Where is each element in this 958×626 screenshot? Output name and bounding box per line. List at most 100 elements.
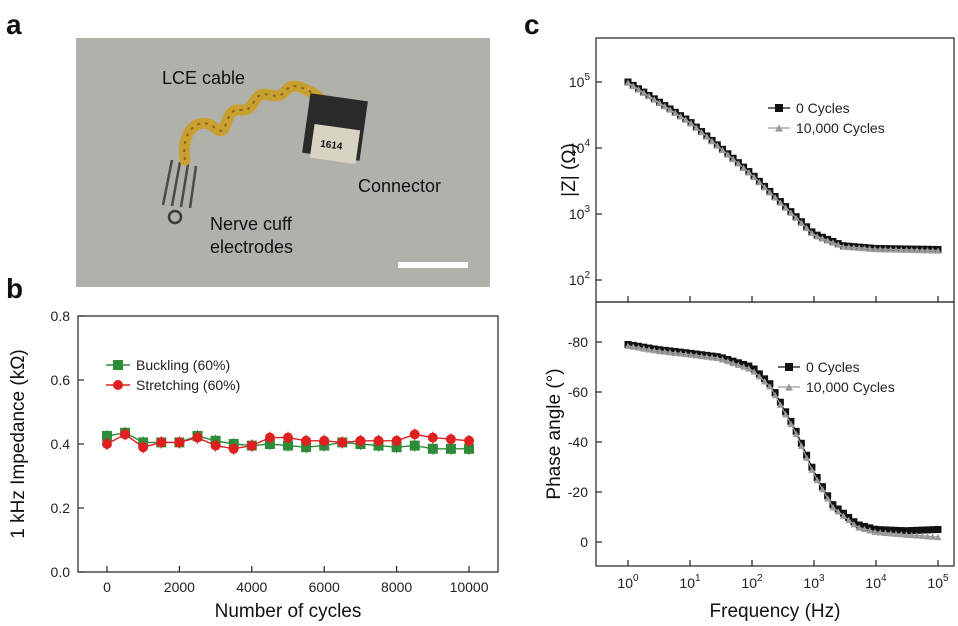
ct-data-point xyxy=(923,247,931,254)
nerve-cuff-ring xyxy=(167,209,183,225)
ct-data-point xyxy=(687,120,695,127)
cb-data-point xyxy=(818,485,826,493)
ct-series-layer xyxy=(624,78,942,254)
ct-data-point xyxy=(855,244,863,251)
cb-y-tick-label: -40 xyxy=(568,434,588,450)
cb-data-point xyxy=(792,430,800,437)
ct-data-point xyxy=(887,246,895,253)
cb-x-axis-label: Frequency (Hz) xyxy=(710,601,841,622)
ct-data-point xyxy=(698,128,706,136)
ct-data-point xyxy=(850,244,858,251)
ct-plot-frame xyxy=(595,37,955,303)
cb-data-point xyxy=(787,420,795,428)
ct-data-point xyxy=(713,142,721,149)
b-data-point xyxy=(264,432,275,443)
ct-data-point xyxy=(629,82,637,90)
nerve-cuff-label-line1: Nerve cuff xyxy=(210,214,293,234)
ct-data-point xyxy=(640,89,648,96)
cb-x-tick-label: 103 xyxy=(803,573,825,591)
b-legend: Buckling (60%) Stretching (60%) xyxy=(106,357,240,393)
ct-data-point xyxy=(677,113,685,120)
b-data-point xyxy=(283,440,293,451)
b-data-point xyxy=(427,443,438,454)
ct-data-point xyxy=(755,178,763,186)
ct-data-point xyxy=(803,224,811,232)
ct-data-point xyxy=(729,155,737,163)
cb-plot-frame xyxy=(595,301,955,567)
b-data-point xyxy=(464,435,475,446)
ct-data-point xyxy=(782,204,790,211)
ct-data-point xyxy=(876,245,884,253)
b-x-tick-label: 10000 xyxy=(450,579,489,595)
b-data-point xyxy=(427,432,438,443)
cb-data-point xyxy=(692,352,700,359)
b-data-point xyxy=(101,439,112,449)
cb-y-tick-label: -80 xyxy=(568,334,588,350)
b-data-point xyxy=(264,439,275,449)
b-data-point xyxy=(409,440,420,451)
b-x-tick-label: 2000 xyxy=(164,579,195,595)
b-data-point xyxy=(464,443,475,454)
cb-y-tick-label: -20 xyxy=(568,484,588,500)
photo-background xyxy=(76,38,490,287)
b-data-point xyxy=(192,432,203,443)
connector-chip-label: 1614 xyxy=(319,139,343,153)
cb-data-point xyxy=(929,526,937,534)
b-data-point xyxy=(337,437,348,448)
cb-series-line xyxy=(627,345,939,538)
cb-data-point xyxy=(897,530,905,538)
cb-series-line xyxy=(627,343,939,532)
ct-data-point xyxy=(797,219,805,226)
cb-data-point xyxy=(908,531,916,539)
cb-data-point xyxy=(750,368,758,375)
b-data-point xyxy=(391,435,402,446)
b-x-tick-label: 6000 xyxy=(309,579,340,595)
cb-data-point xyxy=(650,347,658,354)
ct-data-point xyxy=(761,184,769,191)
b-data-point xyxy=(445,434,456,445)
ct-data-point xyxy=(824,237,832,244)
cb-data-point xyxy=(918,532,926,539)
cb-data-point xyxy=(913,526,921,534)
cb-data-point xyxy=(892,526,900,534)
cb-data-point xyxy=(923,533,931,540)
cb-data-point xyxy=(724,357,732,365)
cb-data-point xyxy=(640,345,648,352)
b-x-tick-label: 4000 xyxy=(236,579,267,595)
b-data-point xyxy=(355,435,366,446)
b-y-tick-label: 0.6 xyxy=(51,372,71,388)
cb-data-point xyxy=(734,361,742,368)
cb-data-point xyxy=(745,365,753,372)
cb-y-axis-label: Phase angle (°) xyxy=(544,368,565,499)
ct-data-point xyxy=(682,116,690,123)
ct-data-point xyxy=(719,146,727,154)
ct-data-point xyxy=(818,235,826,242)
cb-data-point xyxy=(666,349,674,356)
cb-legend-marker xyxy=(785,363,793,371)
cb-data-point xyxy=(913,532,921,539)
ct-data-point xyxy=(734,160,742,167)
cb-data-point xyxy=(860,525,868,533)
ct-data-point xyxy=(813,233,821,240)
cb-data-point xyxy=(855,524,863,531)
b-data-point xyxy=(101,431,112,441)
ct-data-point xyxy=(881,246,889,253)
cb-data-point xyxy=(624,342,632,349)
phase-angle-chart: -80 -60 -40 -20 0 100 101 102 103 104 105 0 Cycle… xyxy=(544,301,955,622)
ct-legend-label: 0 Cycles xyxy=(796,100,850,116)
ct-y-ticks: 102 103 104 105 xyxy=(569,72,602,288)
b-data-point xyxy=(445,443,456,454)
b-data-point xyxy=(283,432,293,443)
cb-data-point xyxy=(881,529,889,536)
ct-data-point xyxy=(692,124,700,131)
cb-data-point xyxy=(892,530,900,537)
cb-data-point xyxy=(698,352,706,360)
ct-data-point xyxy=(908,246,916,254)
cb-data-point xyxy=(682,350,690,358)
b-legend-label: Stretching (60%) xyxy=(136,377,240,393)
impedance-magnitude-chart: 102 103 104 105 0 Cycles 10,000 Cycles |Z| (… xyxy=(559,37,955,303)
cb-y-tick-label: 0 xyxy=(580,534,588,550)
cb-y-tick-label: -60 xyxy=(568,384,588,400)
cb-legend-label: 0 Cycles xyxy=(806,359,860,375)
